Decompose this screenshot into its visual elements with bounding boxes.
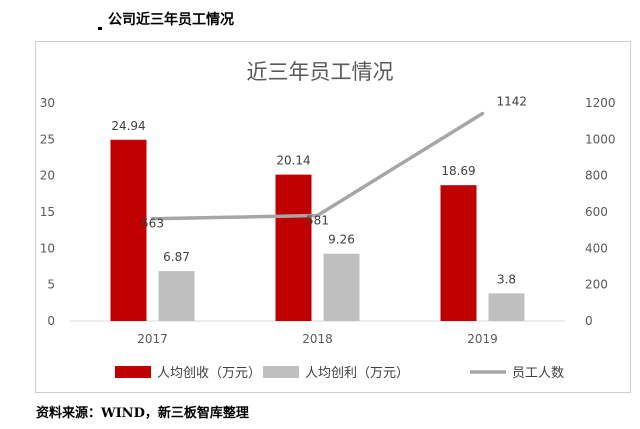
x-tick-label: 2018 xyxy=(302,332,333,346)
bar xyxy=(488,293,525,321)
y-left-tick-label: 10 xyxy=(40,241,55,255)
bar-data-label: 6.87 xyxy=(163,250,190,264)
bar-data-label: 20.14 xyxy=(276,154,310,168)
x-tick-label: 2019 xyxy=(467,332,498,346)
legend-swatch xyxy=(115,366,151,378)
legend-label: 人均创收（万元） xyxy=(157,366,261,381)
line-series xyxy=(150,111,485,221)
bar xyxy=(275,174,312,321)
chart-frame xyxy=(35,41,631,393)
bar xyxy=(158,271,195,321)
x-tick-label: 2017 xyxy=(137,332,168,346)
legend-swatch xyxy=(263,366,299,378)
caption-bullet xyxy=(98,27,102,30)
line-data-label: 1142 xyxy=(497,95,528,109)
figure-caption: 公司近三年员工情况 xyxy=(108,12,234,28)
legend-label: 员工人数 xyxy=(512,366,564,381)
y-left-tick-label: 5 xyxy=(47,278,55,292)
y-right-tick-label: 1000 xyxy=(585,132,616,146)
y-right-tick-label: 1200 xyxy=(585,96,616,110)
y-right-tick-label: 800 xyxy=(585,169,608,183)
legend-label: 人均创利（万元） xyxy=(305,366,409,381)
bar xyxy=(323,253,360,321)
y-left-tick-label: 0 xyxy=(47,314,55,328)
y-right-tick-label: 0 xyxy=(585,314,593,328)
y-right-tick-label: 200 xyxy=(585,278,608,292)
y-left-tick-label: 30 xyxy=(40,96,55,110)
y-left-tick-label: 15 xyxy=(40,205,55,219)
bar-data-label: 3.8 xyxy=(497,272,516,286)
chart-title: 近三年员工情况 xyxy=(247,60,394,84)
bar-data-label: 24.94 xyxy=(111,119,145,133)
y-left-tick-label: 25 xyxy=(40,132,55,146)
y-left-tick-label: 20 xyxy=(40,169,55,183)
bar xyxy=(440,185,477,321)
bar-data-label: 18.69 xyxy=(441,164,475,178)
line-data-label: 563 xyxy=(141,217,164,231)
line-data-label: 581 xyxy=(306,213,329,227)
bar-data-label: 9.26 xyxy=(328,233,355,247)
y-right-tick-label: 600 xyxy=(585,205,608,219)
y-right-tick-label: 400 xyxy=(585,241,608,255)
source-note: 资料来源：WIND，新三板智库整理 xyxy=(36,406,249,421)
bar xyxy=(110,139,147,321)
